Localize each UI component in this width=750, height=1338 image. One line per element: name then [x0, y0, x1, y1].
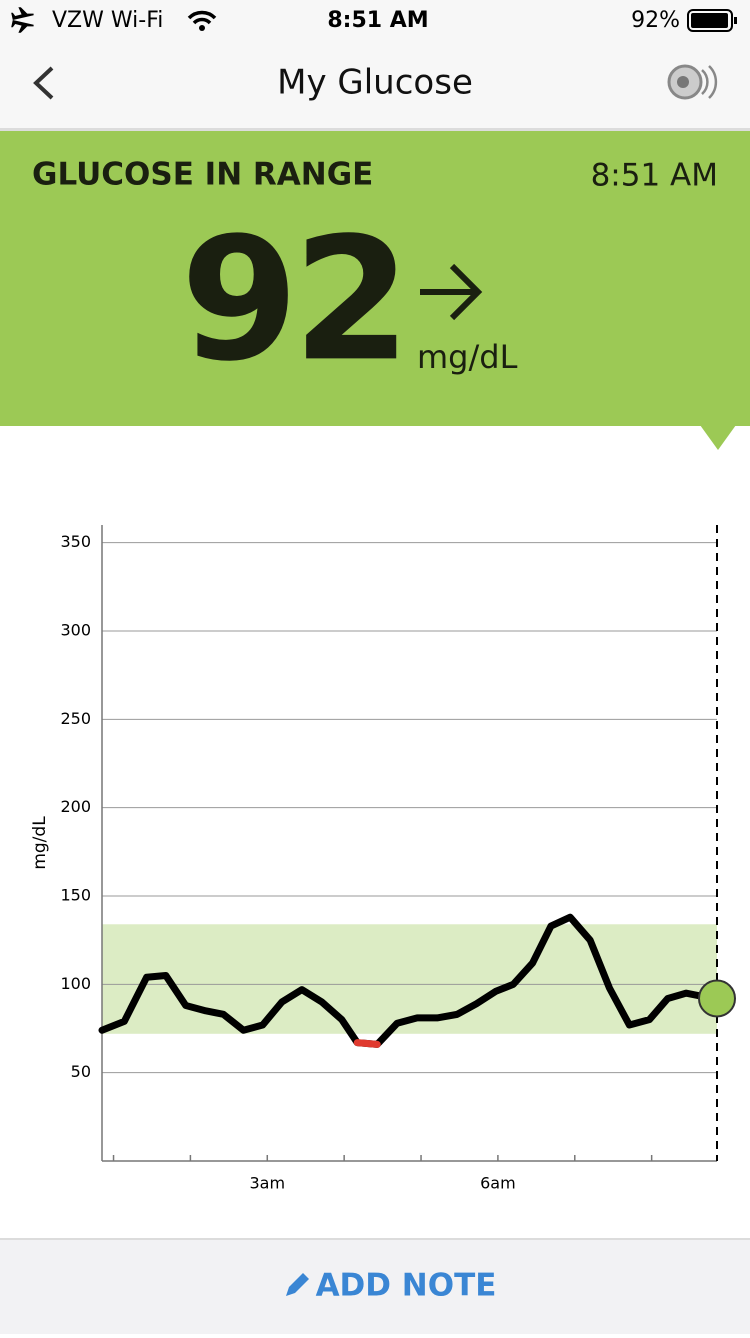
battery-level [691, 13, 728, 28]
x-tick-label: 6am [480, 1174, 516, 1193]
trend-arrow [420, 263, 483, 321]
current-reading [698, 979, 736, 1018]
footer-divider [0, 1238, 750, 1240]
range-status: GLUCOSE IN RANGE [32, 157, 373, 193]
carrier: VZW Wi-Fi [52, 8, 163, 33]
y-tick-label: 300 [60, 621, 91, 640]
battery-text: 92% [631, 8, 680, 33]
glucose-unit: mg/dL [417, 338, 518, 376]
y-tick-label: 350 [60, 532, 91, 551]
glucose-chart: 50 100 150 200 250 300 350 3am 6am [60, 525, 736, 1193]
y-tick-label: 200 [60, 797, 91, 816]
y-axis-label: mg/dL [30, 816, 50, 870]
glucose-line [98, 913, 721, 1048]
battery-tip [734, 17, 737, 24]
nav-divider [0, 128, 750, 131]
back-button[interactable] [33, 66, 54, 100]
y-tick-label: 150 [60, 886, 91, 905]
banner-pointer [700, 425, 736, 450]
footer [0, 1238, 750, 1334]
y-tick-label: 100 [60, 974, 91, 993]
clock: 8:51 AM [327, 8, 428, 33]
sensor-icon[interactable] [667, 64, 718, 100]
header-bg [0, 0, 750, 130]
x-tick-label: 3am [249, 1174, 285, 1193]
wifi-dot [199, 25, 205, 31]
wifi-icon [187, 10, 217, 25]
y-tick-label: 250 [60, 709, 91, 728]
banner [0, 131, 750, 426]
battery-outline [687, 9, 733, 32]
airplane-icon [11, 7, 34, 33]
target-range [102, 924, 717, 1034]
nav-title: My Glucose [277, 63, 473, 103]
reading-time: 8:51 AM [591, 158, 718, 194]
glucose-value: 92 [180, 201, 405, 399]
y-tick-label: 50 [71, 1062, 91, 1081]
add-note-button[interactable]: ADD NOTE [316, 1268, 497, 1304]
low-segment [353, 1039, 381, 1048]
pencil-icon [286, 1273, 309, 1296]
